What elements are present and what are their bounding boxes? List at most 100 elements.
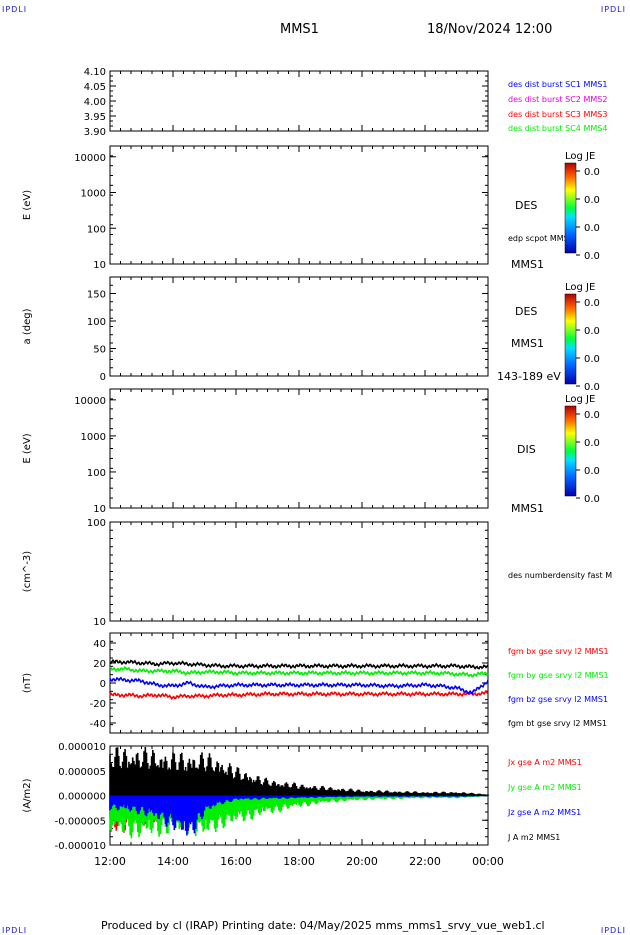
y-tick-label: 150 [87, 290, 106, 301]
x-tick-label: 18:00 [283, 855, 315, 868]
colorbar-tick-label: 0.0 [584, 251, 600, 262]
y-tick-label: 40 [93, 639, 106, 650]
colorbar-tick-label: 0.0 [584, 410, 600, 421]
legend-entry: Jx gse A m2 MMS1 [507, 758, 582, 767]
y-tick-label: -0.000005 [55, 816, 106, 827]
panel-label: MMS1 [511, 502, 544, 515]
fgm-series-0 [109, 689, 489, 701]
y-tick-label: 50 [93, 345, 106, 356]
colorbar-tick-label: 0.0 [584, 298, 600, 309]
datetime-title: 18/Nov/2024 12:00 [427, 22, 553, 37]
x-tick-label: 14:00 [157, 855, 189, 868]
current-series-3 [109, 747, 489, 796]
spacecraft-title: MMS1 [280, 22, 319, 37]
y-tick-label: 4.10 [84, 67, 106, 78]
corner-mark-bottom-right: IPDLI [600, 926, 626, 935]
legend-entry: des dist burst SC1 MMS1 [508, 80, 607, 89]
y-tick-label: 0.000005 [58, 767, 106, 778]
y-axis-label: E (eV) [22, 190, 33, 220]
y-axis-label: (cm^-3) [22, 551, 33, 592]
y-tick-label: 4.05 [84, 82, 106, 93]
legend-entry: fgm bx gse srvy l2 MMS1 [508, 647, 609, 656]
fgm-series-3 [109, 658, 489, 670]
x-tick-label: 16:00 [220, 855, 252, 868]
colorbar-tick-label: 0.0 [584, 167, 600, 178]
legend-entry: J A m2 MMS1 [507, 833, 560, 842]
x-tick-label: 22:00 [409, 855, 441, 868]
legend-entry: fgm bt gse srvy l2 MMS1 [508, 719, 607, 728]
panel-frame [109, 388, 489, 509]
y-axis-label: E (eV) [22, 433, 33, 463]
y-axis-label: (nT) [22, 673, 33, 693]
footer-credits: Produced by cl (IRAP) Printing date: 04/… [101, 919, 545, 932]
y-tick-label: 100 [87, 518, 106, 529]
y-tick-label: -40 [90, 719, 106, 730]
colorbar-tick-label: 0.0 [584, 326, 600, 337]
y-tick-label: 100 [87, 468, 106, 479]
panel-frame [109, 145, 489, 265]
legend-entry: fgm bz gse srvy l2 MMS1 [508, 695, 608, 704]
legend-entry: Jz gse A m2 MMS1 [507, 808, 581, 817]
x-tick-label: 20:00 [346, 855, 378, 868]
colorbar-tick-label: 0.0 [584, 382, 600, 393]
legend-entry: des numberdensity fast M [508, 571, 612, 580]
colorbar-tick-label: 0.0 [584, 354, 600, 365]
y-tick-label: 1000 [81, 189, 106, 200]
colorbar [564, 293, 577, 385]
current-series-2 [109, 795, 489, 836]
y-tick-label: 100 [87, 224, 106, 235]
legend-entry: des dist burst SC4 MMS4 [508, 124, 607, 133]
colorbar [564, 405, 577, 497]
y-tick-label: 10000 [74, 396, 106, 407]
panel-label: DES [515, 305, 537, 318]
y-axis-label: a (deg) [22, 308, 33, 344]
colorbar-title: Log JE [565, 394, 595, 405]
corner-mark-top-right: IPDLI [600, 5, 626, 14]
colorbar [564, 162, 577, 254]
y-tick-label: 10 [93, 260, 106, 271]
y-tick-label: 0.000000 [58, 792, 106, 803]
y-tick-label: 0 [100, 679, 106, 690]
y-tick-label: 20 [93, 659, 106, 670]
corner-mark-top-left: IPDLI [2, 5, 28, 14]
panel-frame [109, 70, 489, 132]
colorbar-title: Log JE [565, 151, 595, 162]
panel-label: MMS1 [511, 337, 544, 350]
legend-entry: des dist burst SC3 MMS3 [508, 110, 607, 119]
y-tick-label: 3.95 [84, 112, 106, 123]
colorbar-title: Log JE [565, 282, 595, 293]
y-tick-label: 0.000010 [58, 742, 106, 753]
colorbar-tick-label: 0.0 [584, 438, 600, 449]
y-axis-label: (A/m2) [22, 778, 33, 812]
legend-entry: Jy gse A m2 MMS1 [507, 783, 582, 792]
y-tick-label: 3.90 [84, 127, 106, 138]
colorbar-tick-label: 0.0 [584, 466, 600, 477]
panel-frame [109, 632, 489, 734]
colorbar-tick-label: 0.0 [584, 494, 600, 505]
legend-entry: edp scpot MMS1 [508, 234, 574, 243]
y-tick-label: 10000 [74, 153, 106, 164]
corner-mark-bottom-left: IPDLI [2, 926, 28, 935]
panel-frame [109, 276, 489, 377]
legend-entry: fgm by gse srvy l2 MMS1 [508, 671, 609, 680]
colorbar-tick-label: 0.0 [584, 223, 600, 234]
panel-label: MMS1 [511, 258, 544, 271]
panel-label: DIS [517, 443, 536, 456]
panel-frame [109, 521, 489, 622]
colorbar-tick-label: 0.0 [584, 195, 600, 206]
y-tick-label: -0.000010 [55, 841, 106, 852]
fgm-series-1 [109, 665, 489, 678]
panel-label: 143-189 eV [497, 370, 561, 383]
legend-entry: des dist burst SC2 MMS2 [508, 95, 607, 104]
y-tick-label: 10 [93, 504, 106, 515]
y-tick-label: 0 [100, 372, 106, 383]
y-tick-label: -20 [90, 699, 106, 710]
fgm-series-2 [109, 676, 489, 696]
panel-label: DES [515, 199, 537, 212]
y-tick-label: 100 [87, 317, 106, 328]
y-tick-label: 4.00 [84, 97, 106, 108]
x-tick-label: 00:00 [472, 855, 504, 868]
y-tick-label: 10 [93, 617, 106, 628]
x-tick-label: 12:00 [94, 855, 126, 868]
